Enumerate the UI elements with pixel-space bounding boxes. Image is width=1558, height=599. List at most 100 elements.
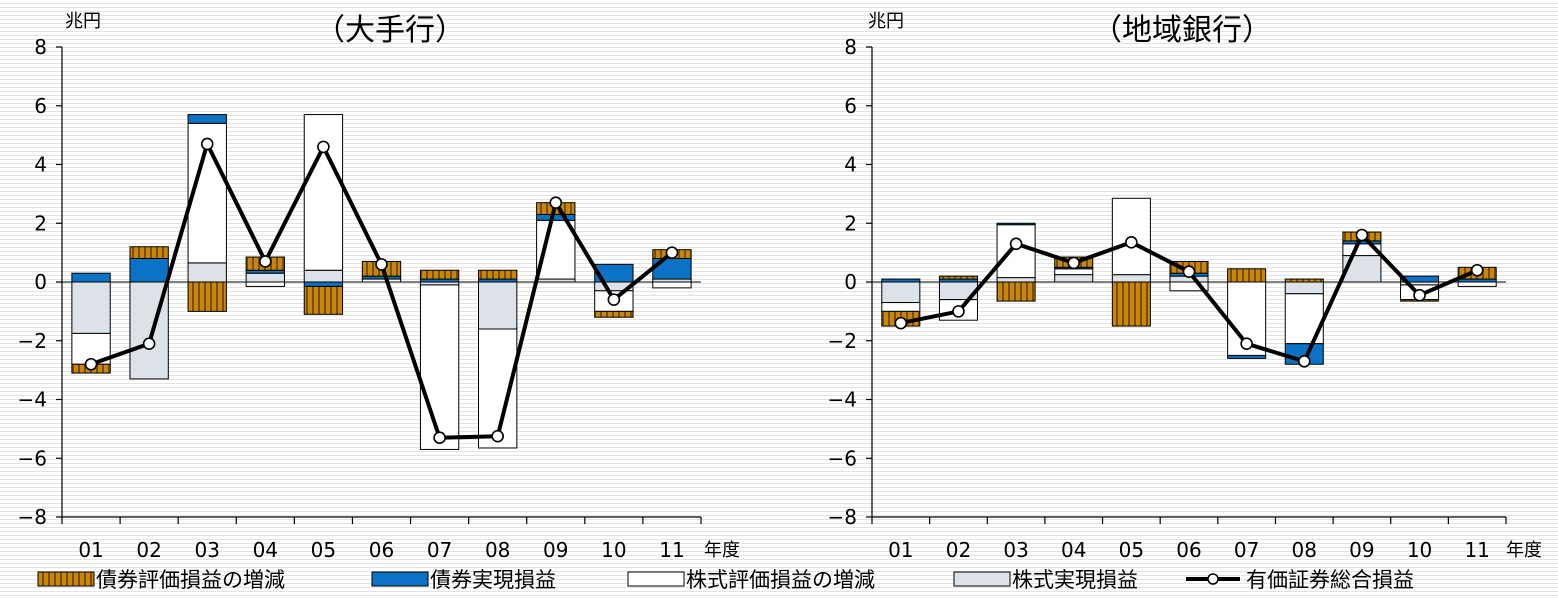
point-total bbox=[607, 293, 621, 306]
legend-swatch-stock-realized bbox=[953, 571, 1011, 587]
point-total bbox=[1355, 228, 1369, 242]
chart-title: （大手行） bbox=[315, 13, 465, 48]
bar-stock-valuation bbox=[303, 114, 344, 271]
point-total bbox=[665, 246, 679, 259]
y-tick-label: 6 bbox=[34, 94, 47, 118]
x-tick-label: 04 bbox=[253, 538, 278, 562]
x-tick-label: 05 bbox=[1119, 538, 1144, 562]
point-total bbox=[259, 255, 272, 268]
x-tick-label: 06 bbox=[369, 538, 394, 562]
bar-bond-valuation bbox=[1227, 268, 1267, 283]
y-tick-label: 2 bbox=[844, 211, 857, 235]
legend-item-bond-realized: 債券実現損益 bbox=[371, 568, 556, 592]
x-tick-label: 10 bbox=[601, 538, 626, 562]
y-tick-label: −6 bbox=[828, 446, 857, 470]
x-tick-label: 01 bbox=[888, 538, 913, 562]
bar-bond-valuation bbox=[996, 281, 1036, 302]
x-tick-label: 07 bbox=[427, 538, 452, 562]
y-tick-label: −2 bbox=[18, 329, 47, 353]
point-total bbox=[375, 258, 388, 271]
x-tick-label: 05 bbox=[311, 538, 336, 562]
point-total bbox=[1297, 355, 1311, 368]
point-total bbox=[317, 140, 330, 154]
y-tick-label: −6 bbox=[18, 446, 47, 470]
x-tick-label: 09 bbox=[1349, 538, 1374, 562]
legend-label-bond-realized: 債券実現損益 bbox=[430, 568, 556, 592]
point-total bbox=[1182, 265, 1196, 279]
point-total bbox=[491, 429, 504, 443]
x-axis-unit-label: 年度 bbox=[1506, 540, 1542, 561]
x-tick-label: 01 bbox=[78, 538, 103, 562]
y-tick-label: 0 bbox=[34, 270, 47, 294]
x-tick-label: 07 bbox=[1234, 538, 1259, 562]
point-total bbox=[894, 316, 908, 330]
y-axis-unit-label: 兆円 bbox=[868, 11, 904, 32]
legend-item-bond-valuation: 債券評価損益の増減 bbox=[37, 568, 285, 592]
bar-stock-valuation bbox=[419, 284, 460, 450]
y-tick-label: 8 bbox=[34, 35, 47, 59]
bar-stock-realized bbox=[1111, 274, 1151, 283]
legend-label-bond-valuation: 債券評価損益の増減 bbox=[96, 568, 285, 592]
legend-label-total: 有価証券総合損益 bbox=[1246, 568, 1414, 592]
bar-bond-valuation bbox=[419, 269, 460, 280]
point-total bbox=[1413, 288, 1426, 302]
bar-bond-realized bbox=[187, 114, 227, 124]
bar-stock-realized bbox=[881, 281, 921, 304]
legend-label-stock-realized: 株式実現損益 bbox=[1012, 568, 1138, 592]
bar-bond-realized bbox=[71, 272, 111, 283]
bar-bond-realized bbox=[996, 222, 1036, 226]
point-total bbox=[1009, 237, 1023, 251]
bar-stock-valuation bbox=[1457, 281, 1497, 287]
bar-stock-realized bbox=[1284, 281, 1324, 295]
x-tick-label: 02 bbox=[946, 538, 971, 562]
bar-bond-valuation bbox=[187, 281, 227, 312]
legend-item-stock-realized: 株式実現損益 bbox=[953, 568, 1138, 592]
bar-bond-valuation bbox=[129, 246, 169, 259]
bar-bond-realized bbox=[129, 258, 169, 283]
point-total bbox=[1470, 263, 1484, 277]
x-tick-label: 11 bbox=[659, 538, 684, 562]
y-tick-label: 4 bbox=[34, 153, 47, 177]
point-total bbox=[200, 137, 214, 151]
x-tick-label: 08 bbox=[1292, 538, 1317, 562]
bar-bond-realized bbox=[1227, 354, 1267, 359]
bar-bond-valuation bbox=[303, 285, 344, 315]
bar-stock-realized bbox=[1054, 274, 1094, 283]
point-total bbox=[1067, 256, 1081, 270]
y-tick-label: 6 bbox=[844, 94, 857, 118]
legend-label-stock-valuation: 株式評価損益の増減 bbox=[686, 568, 875, 592]
legend-item-total: 有価証券総合損益 bbox=[1186, 568, 1414, 592]
bar-bond-valuation bbox=[478, 269, 518, 280]
bar-bond-valuation bbox=[1111, 281, 1151, 327]
point-total bbox=[433, 431, 446, 444]
bar-bond-valuation bbox=[594, 310, 634, 318]
y-tick-label: −2 bbox=[828, 329, 857, 353]
y-tick-label: 2 bbox=[34, 211, 47, 235]
legend-marker-total bbox=[1207, 573, 1219, 585]
bar-stock-realized bbox=[478, 281, 518, 330]
x-tick-label: 11 bbox=[1464, 538, 1489, 562]
bar-stock-valuation bbox=[881, 302, 921, 312]
bar-stock-valuation bbox=[1054, 268, 1094, 276]
chart-panel-major-banks: （大手行） 兆円 年度 8 6 4 2 0 −2 −4 −6 −8 01 02 03 04 05 06 07 0… bbox=[18, 11, 740, 562]
legend-item-stock-valuation: 株式評価損益の増減 bbox=[627, 568, 875, 592]
bar-stock-valuation bbox=[996, 224, 1036, 279]
bar-stock-realized bbox=[996, 277, 1036, 283]
point-total bbox=[1240, 337, 1253, 350]
x-tick-label: 08 bbox=[485, 538, 510, 562]
point-total bbox=[84, 357, 98, 371]
bar-stock-realized bbox=[71, 281, 111, 334]
x-tick-label: 03 bbox=[1003, 538, 1028, 562]
legend-swatch-bond-realized bbox=[371, 571, 429, 587]
y-tick-label: 8 bbox=[844, 35, 857, 59]
y-axis-unit-label: 兆円 bbox=[65, 11, 101, 32]
series-line-total bbox=[900, 233, 1478, 364]
point-total bbox=[1125, 236, 1138, 249]
bar-bond-realized bbox=[303, 281, 344, 287]
chart-panel-regional-banks: （地域銀行） 兆円 年度 8 6 4 2 0 −2 −4 −6 −8 01 02 03 04 05 06 07… bbox=[828, 11, 1542, 562]
series-line-total bbox=[90, 141, 674, 440]
legend-swatch-stock-valuation bbox=[627, 571, 685, 587]
chart-title: （地域銀行） bbox=[1092, 13, 1272, 48]
y-tick-label: −4 bbox=[18, 388, 47, 412]
